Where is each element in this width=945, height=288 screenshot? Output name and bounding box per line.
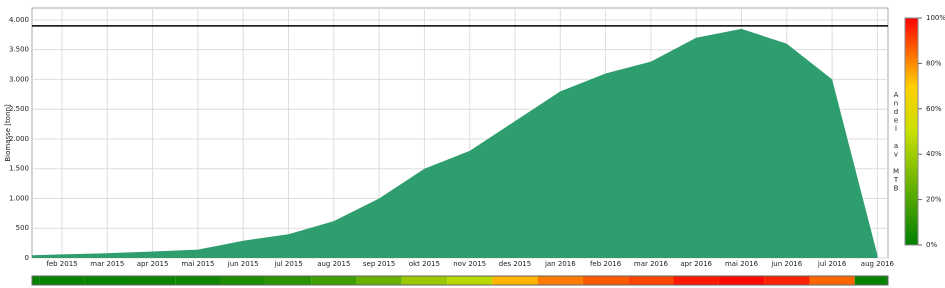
colorbar-tick-label: 60% (926, 105, 942, 113)
x-tick-label: feb 2015 (46, 260, 77, 268)
y-tick-label: 3.500 (9, 46, 29, 54)
plot-clip (32, 28, 878, 258)
share-strip-segment (492, 276, 538, 285)
x-tick-label: okt 2015 (409, 260, 440, 268)
share-strip-segment (84, 276, 130, 285)
x-tick-label: aug 2015 (317, 260, 350, 268)
x-tick-label: jul 2016 (817, 260, 847, 268)
y-tick-label: 4.000 (9, 16, 29, 24)
area (32, 28, 878, 258)
share-strip-segment (673, 276, 719, 285)
share-strip-segment (764, 276, 810, 285)
share-strip-segment (854, 276, 888, 285)
share-strip-segment (39, 276, 85, 285)
share-strip-segment (265, 276, 312, 285)
x-tick-label: feb 2016 (590, 260, 622, 268)
colorbar-tick-label: 80% (926, 59, 942, 67)
share-strip-segment (356, 276, 402, 285)
x-tick-label: mai 2016 (725, 260, 759, 268)
y-tick-label: 1.000 (9, 194, 29, 202)
x-tick-label: apr 2015 (137, 260, 169, 268)
x-tick-label: aug 2016 (861, 260, 895, 268)
y-tick-label: 0 (25, 254, 29, 262)
x-tick-label: jun 2016 (770, 260, 802, 268)
share-strip-segment (401, 276, 448, 285)
x-tick-label: des 2015 (499, 260, 531, 268)
x-tick-label: sep 2015 (363, 260, 395, 268)
y-tick-label: 3.000 (9, 75, 29, 83)
x-tick-label: jun 2015 (227, 260, 259, 268)
y-tick-label: 2.500 (9, 105, 29, 113)
x-tick-label: jan 2016 (544, 260, 576, 268)
share-strip-segment (718, 276, 765, 285)
colorbar (904, 17, 919, 246)
share-strip-segment (447, 276, 493, 285)
colorbar-tick-label: 0% (926, 241, 937, 249)
colorbar-tick-label: 20% (926, 196, 942, 204)
colorbar-tick-label: 100% (926, 14, 945, 22)
x-tick-label: mar 2015 (90, 260, 124, 268)
share-strip-frame (31, 275, 889, 286)
share-strip-segment (220, 276, 266, 285)
x-tick-label: apr 2016 (680, 260, 712, 268)
y-tick-label: 1.500 (9, 165, 29, 173)
colorbar-tick-label: 40% (926, 150, 942, 158)
share-strip-segment (628, 276, 674, 285)
share-strip-segment (311, 276, 357, 285)
x-tick-label: mai 2015 (181, 260, 214, 268)
share-strip-segment (175, 276, 221, 285)
share-strip-segment (32, 276, 40, 285)
x-tick-label: mar 2016 (634, 260, 669, 268)
share-strip-segment (582, 276, 629, 285)
y-tick-label: 2.000 (9, 135, 29, 143)
x-tick-label: jul 2015 (273, 260, 302, 268)
share-strip-segment (537, 276, 583, 285)
share-strip-segment (809, 276, 855, 285)
share-strip-segment (129, 276, 176, 285)
y-axis-label: Biomasse [tonn] (4, 104, 12, 162)
y-tick-label: 500 (16, 224, 29, 232)
x-tick-label: nov 2015 (453, 260, 486, 268)
